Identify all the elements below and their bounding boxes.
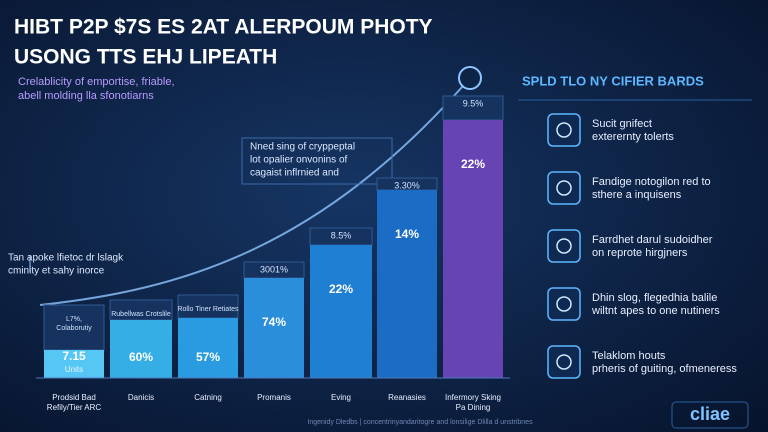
bar-label: 22% <box>329 282 353 296</box>
panel-icon <box>547 113 581 147</box>
panel-icon-glyph <box>556 122 572 138</box>
panel-icon-glyph <box>556 180 572 196</box>
annotation: Tan apoke lfietoc dr lslagk <box>8 253 124 264</box>
bar-sublabel: Units <box>65 365 83 374</box>
bar-label: 22% <box>461 157 485 171</box>
category-label: Pa Dining <box>456 403 491 412</box>
bar-cap-label: 8.5% <box>331 230 352 240</box>
category-label: Infermory Sking <box>445 393 501 402</box>
panel-item-text: prheris of guiting, ofmeneress <box>592 363 737 375</box>
panel-item-text: sthere a inquisens <box>592 189 682 201</box>
panel-item-text: Fandige notogilon red to <box>592 176 711 188</box>
panel-item-text: Telaklom houts <box>592 350 666 362</box>
subtitle: Crelablicity of emportise, friable, <box>18 76 175 88</box>
bar-cap <box>442 95 504 121</box>
panel-heading: SPLD TLO NY CIFIER BARDS <box>522 73 704 88</box>
title: USONG TTS EHJ LIPEATH <box>14 46 277 69</box>
panel-icon <box>547 287 581 321</box>
panel-icon-glyph <box>556 354 572 370</box>
category-label: Eving <box>331 393 351 402</box>
bar-cap-label: Colaborutiy <box>56 325 92 332</box>
bar-cap-label: Rubellwas Crotslile <box>111 311 171 318</box>
panel-icon <box>547 345 581 379</box>
bar-cap <box>43 304 105 351</box>
panel-item-text: on reprote hirgjners <box>592 247 688 259</box>
bar-cap-label: L7%, <box>66 316 82 323</box>
trend-curve <box>39 77 471 306</box>
bar <box>44 350 104 378</box>
curve-end-icon <box>458 66 482 90</box>
bar-cap-label: Rollo Tiner Retiates <box>177 306 239 313</box>
annotation: cagaist inflrnied and <box>250 168 339 179</box>
bar-label: 60% <box>129 350 153 364</box>
logo: cliae <box>690 404 730 424</box>
category-label: Refily/Tier ARC <box>47 403 102 412</box>
bar <box>377 190 437 378</box>
category-label: Promanis <box>257 393 291 402</box>
bar <box>178 318 238 378</box>
bar-label: 14% <box>395 227 419 241</box>
title: HIBT P2P $7S ES 2AT ALERPOUM PHOTY <box>14 16 433 39</box>
bar-cap-label: 9.5% <box>463 98 484 108</box>
panel-item-text: Sucit gnifect <box>592 118 652 130</box>
bar <box>443 120 503 378</box>
bar <box>110 320 172 378</box>
annotation-box <box>241 137 393 185</box>
annotation: Nned sing of cryppeptal <box>250 142 355 153</box>
category-label: Danicis <box>128 393 154 402</box>
bar-cap-label: 3001% <box>260 264 288 274</box>
subtitle: abell molding lla sfonotiarns <box>18 90 154 102</box>
panel-icon-glyph <box>556 296 572 312</box>
logo-frame <box>671 401 749 429</box>
category-label: Reanasies <box>388 393 426 402</box>
panel-icon <box>547 229 581 263</box>
category-label: Prodsid Bad <box>52 393 96 402</box>
panel-item-text: Farrdhet darul sudoidher <box>592 234 713 246</box>
bar-label: 7.15 <box>62 349 86 363</box>
bar-label: 57% <box>196 350 220 364</box>
panel-item-text: exterernty tolerts <box>592 131 674 143</box>
panel-icon-glyph <box>556 238 572 254</box>
bar-label: 74% <box>262 315 286 329</box>
category-label: Catning <box>194 393 222 402</box>
bar <box>310 245 372 378</box>
panel-item-text: Dhin slog, flegedhia balile <box>592 292 717 304</box>
footer-note: Ingenidy Dledbs | concentrinyandaritogre… <box>307 419 533 426</box>
bar <box>244 278 304 378</box>
panel-icon <box>547 171 581 205</box>
bar-cap-label: 3.30% <box>394 180 420 190</box>
annotation: lot opalier onvonins of <box>250 155 348 166</box>
panel-item-text: wiltnt apes to one nutiners <box>591 305 720 317</box>
annotation: cminity et sahy inorce <box>8 266 105 277</box>
